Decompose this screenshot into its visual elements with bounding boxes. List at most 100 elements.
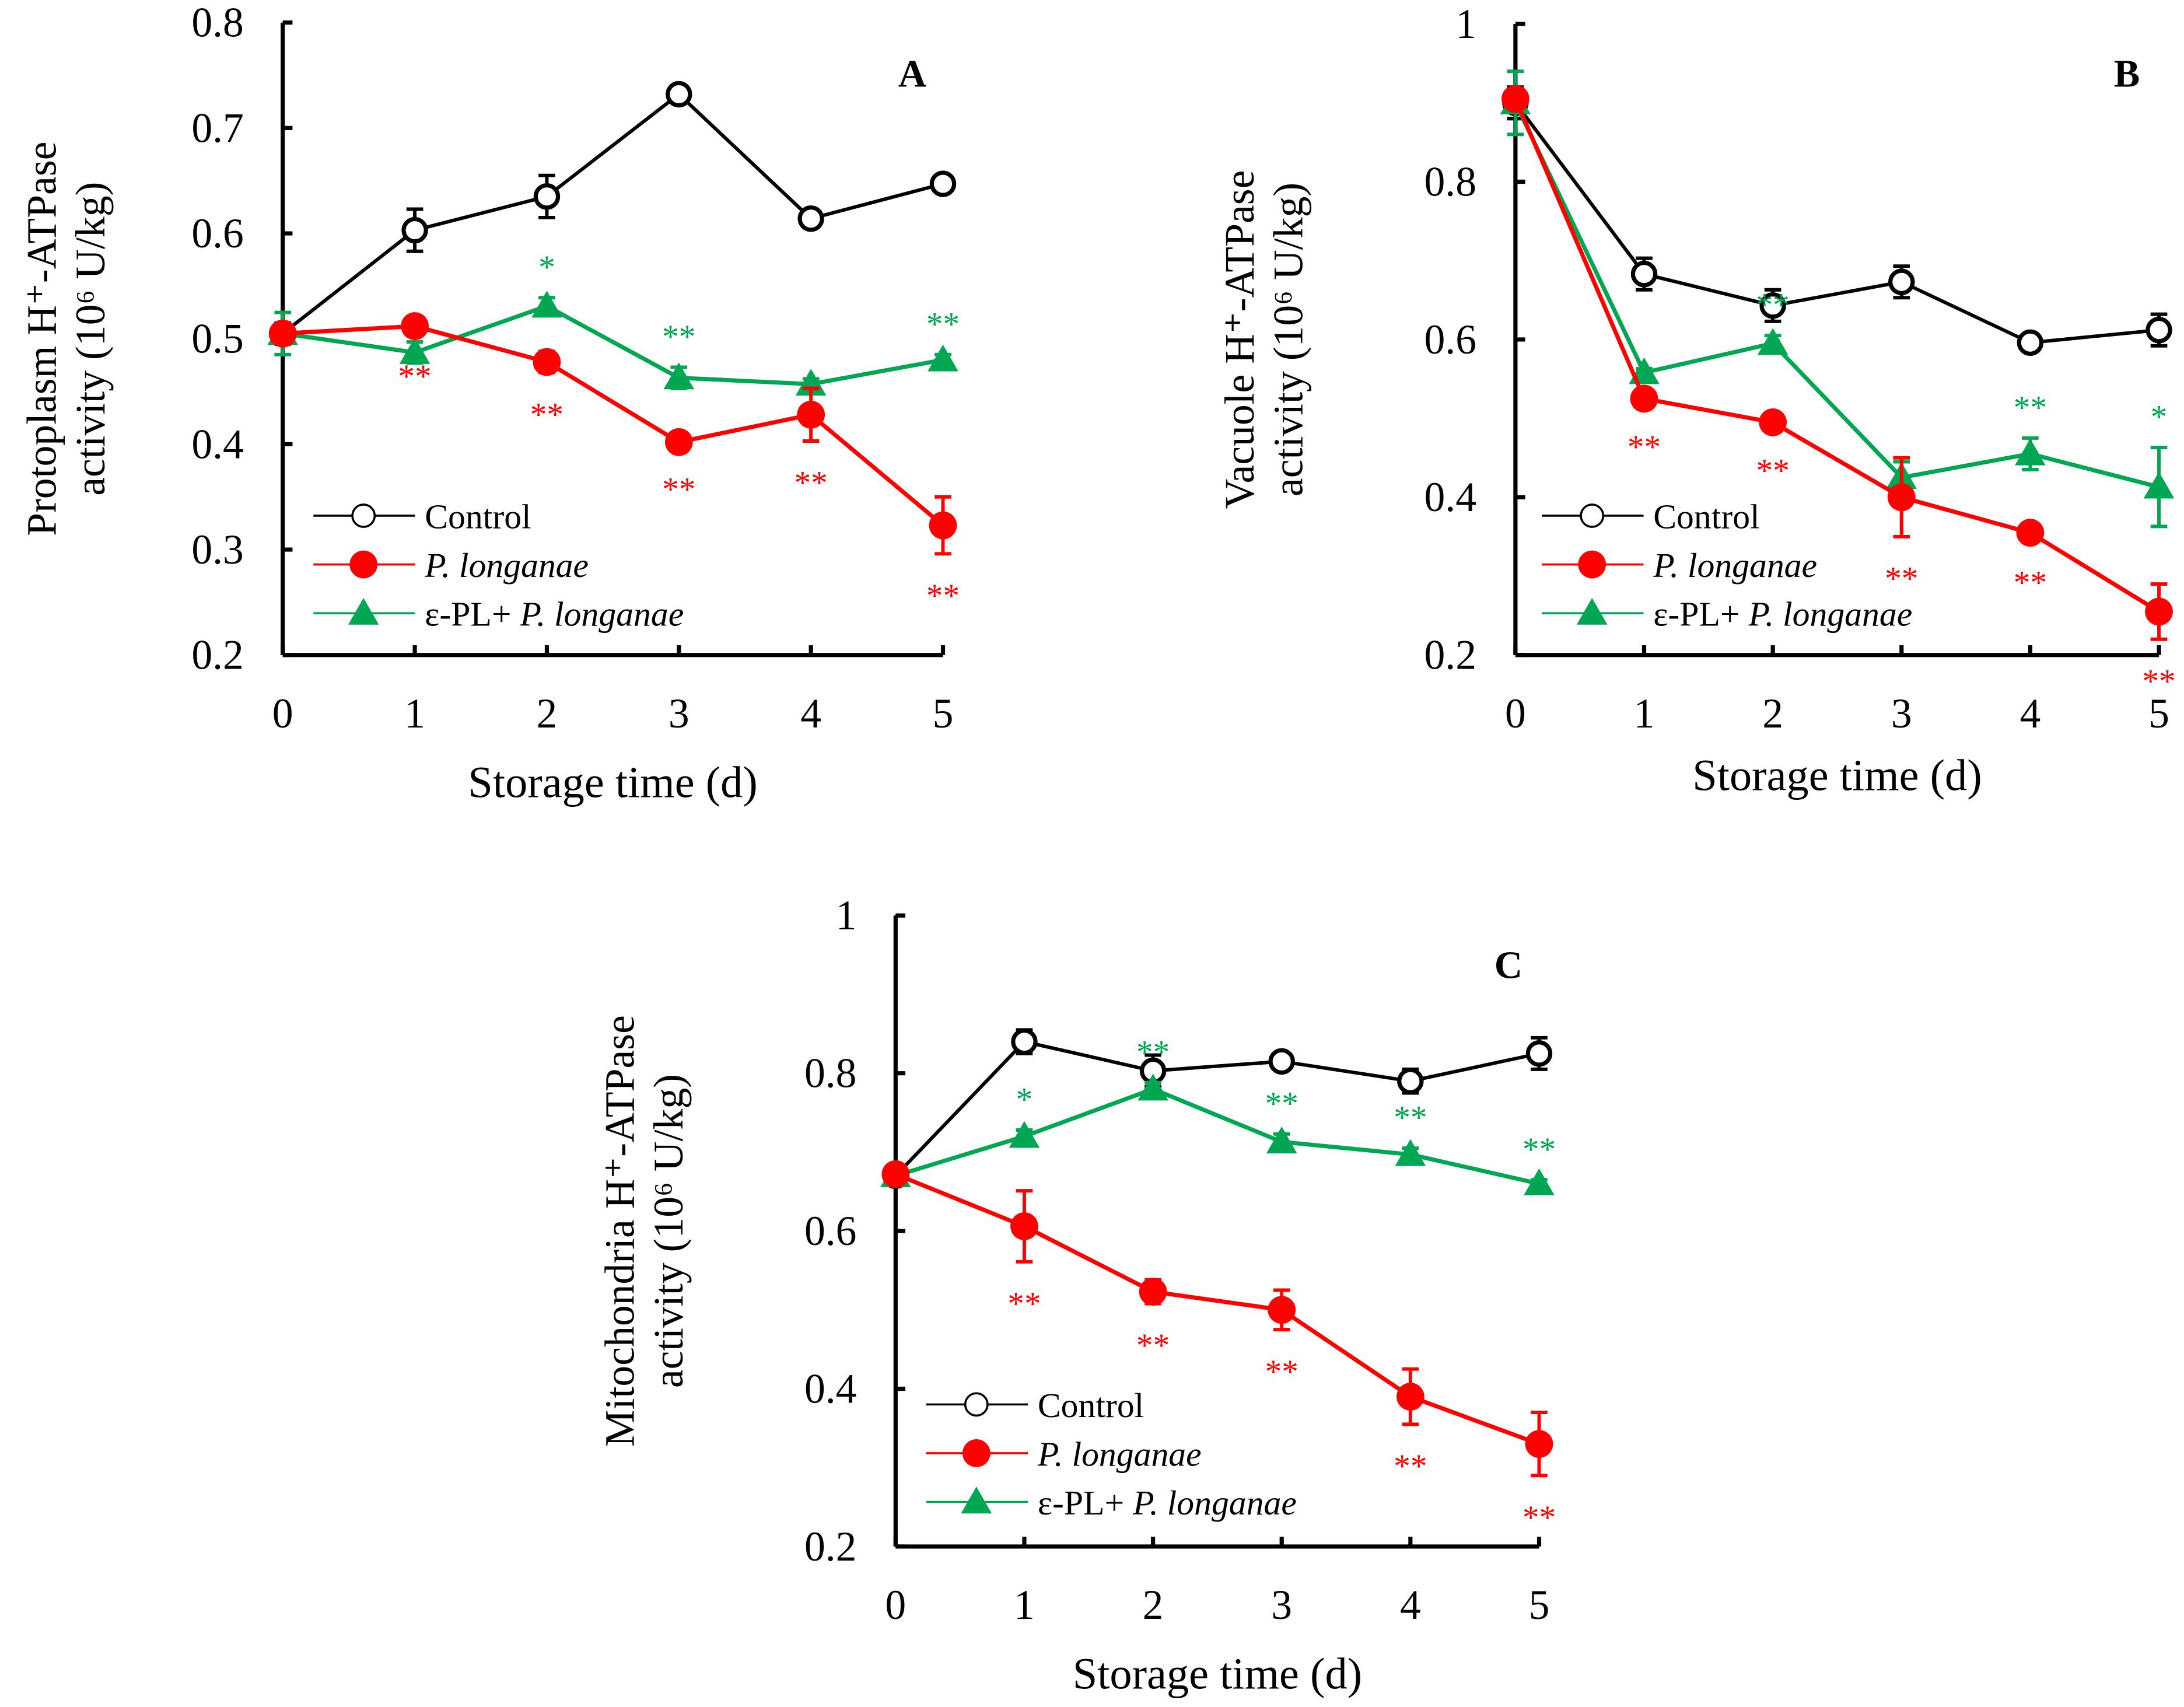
legend-open-circle-icon <box>1580 503 1605 528</box>
significance-mark: * <box>2151 399 2168 436</box>
legend-item: ε-PL+ P. longanae <box>313 595 684 634</box>
series-open-circle <box>1502 85 2172 356</box>
legend-item: Control <box>1542 497 1760 536</box>
y-tick-label: 0.8 <box>1424 159 1476 205</box>
series-line <box>281 92 944 335</box>
y-tick-label: 0.6 <box>804 1208 857 1254</box>
legend-filled-triangle-icon <box>348 597 379 625</box>
filled-circle-marker <box>1525 1430 1553 1458</box>
series-filled-circle: ** ** ** ** ** <box>881 1160 1556 1536</box>
series-filled-circle: ** ** ** ** ** <box>268 312 960 614</box>
filled-circle-marker <box>1630 384 1658 413</box>
x-axis-label: Storage time (d) <box>1692 750 1982 800</box>
legend-label: Control <box>1653 497 1759 536</box>
open-circle-marker <box>1397 1068 1424 1094</box>
y-axis-label: activity (10⁶ U/kg) <box>68 182 114 496</box>
series-line <box>1514 102 2160 345</box>
legend-item: ε-PL+ P. longanae <box>926 1484 1297 1522</box>
y-tick-label: 1 <box>1455 1 1476 47</box>
legend-item: P. longanae <box>313 546 589 585</box>
y-tick-label: 0.6 <box>191 211 244 257</box>
legend-item: ε-PL+ P. longanae <box>1542 595 1912 634</box>
series-line <box>894 1040 1540 1177</box>
legend-label: ε-PL+ P. longanae <box>1653 595 1912 634</box>
filled-circle-marker <box>1502 85 1530 113</box>
series-line <box>895 1086 1540 1186</box>
open-circle-marker <box>1268 1048 1295 1075</box>
legend-item: P. longanae <box>926 1435 1202 1473</box>
significance-mark: ** <box>1007 1286 1041 1323</box>
open-circle-marker <box>929 170 957 197</box>
significance-mark: ** <box>1136 1034 1170 1071</box>
legend-open-circle-icon <box>964 1392 989 1417</box>
significance-mark: ** <box>2014 389 2047 426</box>
y-tick-label: 0.7 <box>191 105 244 151</box>
significance-mark: ** <box>1756 452 1789 489</box>
legend-filled-circle-icon <box>962 1439 991 1467</box>
legend-label: Control <box>425 497 531 536</box>
x-tick-label: 3 <box>668 691 690 737</box>
x-tick-label: 3 <box>1271 1582 1292 1628</box>
significance-mark: ** <box>530 396 564 433</box>
filled-triangle-marker <box>531 291 562 318</box>
filled-triangle-marker <box>2015 438 2046 466</box>
series-filled-circle: ** ** ** ** ** <box>1502 85 2176 699</box>
open-circle-marker <box>1525 1040 1553 1067</box>
filled-circle-marker <box>1010 1212 1038 1240</box>
series-line <box>894 1172 1540 1446</box>
panel-b-vacuole: 0.2 0.4 0.6 0.8 1 0 1 2 3 4 5 Storage time (d) Vacuo… <box>1217 1 2176 800</box>
legend-item: Control <box>926 1386 1144 1425</box>
legend-item: Control <box>313 497 531 536</box>
y-tick-label: 0.4 <box>1424 474 1476 520</box>
y-tick-label: 0.2 <box>191 632 244 678</box>
filled-triangle-marker <box>1524 1168 1555 1195</box>
filled-circle-marker <box>1759 408 1787 436</box>
significance-mark: ** <box>926 578 960 614</box>
filled-triangle-marker <box>1138 1073 1168 1101</box>
filled-circle-marker <box>1268 1296 1296 1324</box>
filled-circle-marker <box>929 511 957 540</box>
significance-mark: ** <box>1394 1100 1427 1136</box>
significance-mark: ** <box>1522 1131 1556 1168</box>
x-tick-label: 1 <box>1014 1582 1035 1628</box>
open-circle-marker <box>533 183 561 210</box>
panel-label: B <box>2114 53 2140 96</box>
significance-mark: ** <box>1522 1499 1556 1536</box>
filled-circle-marker <box>268 319 297 348</box>
significance-mark: ** <box>662 319 695 355</box>
open-circle-marker <box>1888 268 1915 295</box>
x-tick-label: 4 <box>800 691 821 737</box>
significance-mark: ** <box>926 306 960 342</box>
y-tick-label: 0.2 <box>1424 632 1476 678</box>
significance-mark: ** <box>1756 287 1789 324</box>
x-tick-label: 1 <box>1634 691 1655 737</box>
filled-circle-marker <box>1887 483 1916 512</box>
filled-triangle-marker <box>1757 328 1788 355</box>
significance-mark: ** <box>1885 561 1918 597</box>
legend-label: P. longanae <box>1037 1435 1202 1473</box>
significance-mark: ** <box>1394 1448 1427 1485</box>
x-tick-label: 2 <box>1143 1582 1164 1628</box>
y-axis-label: Vacuole H⁺-ATPase <box>1217 170 1263 509</box>
x-tick-label: 5 <box>2148 691 2169 737</box>
y-tick-label: 0.3 <box>191 527 244 573</box>
x-tick-label: 5 <box>1529 1582 1550 1628</box>
y-axis-label: activity (10⁶ U/kg) <box>1266 183 1312 496</box>
filled-circle-marker <box>2016 519 2045 547</box>
legend: Control P. longanae ε-PL+ P. longanae <box>1542 497 1912 634</box>
legend: Control P. longanae ε-PL+ P. longanae <box>313 497 684 634</box>
series-line <box>1513 98 2160 614</box>
significance-mark: ** <box>2014 564 2047 601</box>
y-tick-label: 0.6 <box>1424 317 1476 363</box>
y-tick-label: 1 <box>836 893 857 939</box>
series-line <box>1513 102 2160 489</box>
x-tick-label: 0 <box>1505 691 1526 737</box>
legend-open-circle-icon <box>351 503 376 528</box>
x-tick-label: 0 <box>885 1582 906 1628</box>
significance-mark: ** <box>662 471 695 508</box>
significance-mark: ** <box>398 358 431 395</box>
filled-circle-marker <box>401 312 429 340</box>
open-circle-marker <box>2017 329 2044 356</box>
significance-mark: ** <box>1265 1353 1298 1390</box>
series-filled-triangle: ***** **** <box>880 1034 1556 1195</box>
